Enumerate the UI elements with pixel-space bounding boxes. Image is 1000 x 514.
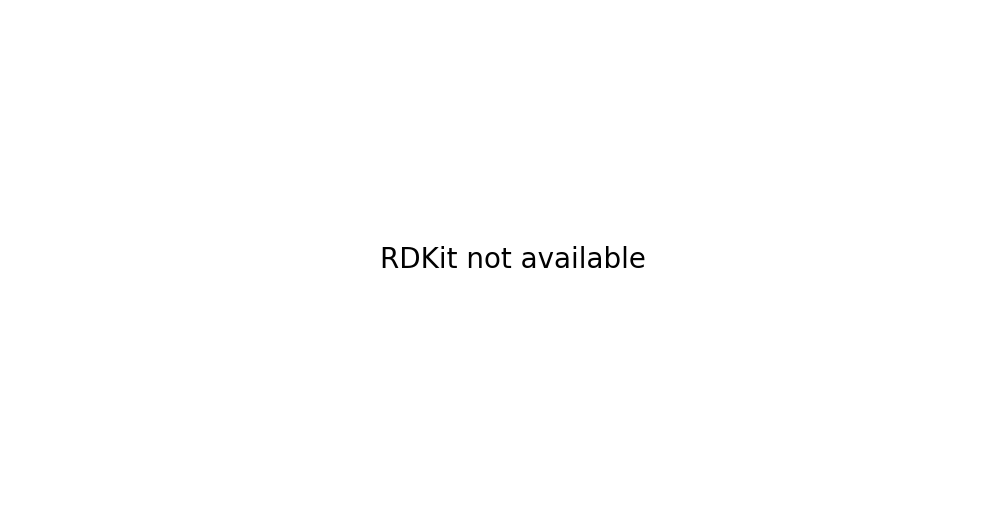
Text: RDKit not available: RDKit not available	[380, 246, 645, 273]
